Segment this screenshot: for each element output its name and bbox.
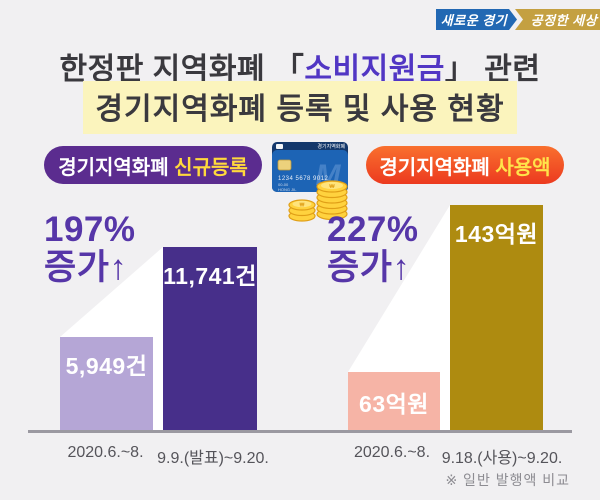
page-title-line1: 한정판 지역화폐 「소비지원금」 관련 [0,44,600,88]
bar-usage-before-label: 63억원 [359,391,429,417]
title-part1: 한정판 지역화폐 「 [59,53,305,86]
card-brand-text: 경기지역화폐 [317,143,345,150]
right-growth-percent: 227% [327,210,419,249]
fair-world-badge-label: 공정한 세상 [530,13,598,28]
title-part2: 」 관련 [444,53,541,86]
right-chart-category-before: 2020.6.~8. [353,444,431,461]
left-section-badge-prefix: 경기지역화폐 [58,156,175,179]
left-section-badge-accent: 신규등록 [174,156,248,179]
new-gyeonggi-badge: 새로운 경기 [436,9,517,30]
right-chart-category-after: 9.18.(사용)~9.20. [441,450,563,467]
coin-stack-right-icon: ₩ [316,180,348,221]
svg-text:₩: ₩ [329,184,335,190]
right-section-badge: 경기지역화폐 사용액 [366,146,564,184]
card-line3-text: HONG JIL [278,187,297,192]
left-chart-category-before: 2020.6.~8. [67,444,144,461]
bar-registrations-after-label: 11,741건 [163,263,257,289]
left-chart-category-after: 9.9.(발표)~9.20. [157,450,269,467]
card-number-text: 1234 5678 9012 [278,176,329,182]
right-section-badge-prefix: 경기지역화폐 [379,156,496,179]
fair-world-badge: 공정한 세상 [515,9,600,30]
card-line2-text: 00-00 [278,182,289,187]
svg-text:₩: ₩ [300,203,305,209]
bar-usage-after: 143억원 [450,205,543,432]
bar-registrations-after: 11,741건 [163,247,257,432]
title-accent: 소비지원금 [304,53,445,86]
right-section-badge-accent: 사용액 [495,156,551,179]
card-and-coins-icon: 경기지역화폐 M 1234 5678 9012 00-00 HONG JIL ₩… [272,142,348,222]
page-title-line2: 경기지역화폐 등록 및 사용 현황 [83,81,517,134]
bar-registrations-before: 5,949건 [60,337,153,432]
new-gyeonggi-badge-label: 새로운 경기 [440,13,508,28]
left-growth-word: 증가↑ [44,248,128,287]
bar-registrations-before-label: 5,949건 [65,353,148,379]
left-section-badge: 경기지역화폐 신규등록 [44,146,262,184]
right-growth-word: 증가↑ [327,248,411,287]
page-title-line2-wrap: 경기지역화폐 등록 및 사용 현황 [0,81,600,134]
footnote: ※ 일반 발행액 비교 [445,472,570,488]
left-growth-annotation: 197% 증가↑ [44,211,136,287]
left-growth-percent: 197% [44,210,136,249]
bar-usage-before: 63억원 [348,372,440,432]
axis-baseline [28,430,572,433]
right-growth-annotation: 227% 증가↑ [327,211,419,287]
bar-usage-after-label: 143억원 [454,221,539,247]
coin-stack-left-icon: ₩ [288,199,316,222]
